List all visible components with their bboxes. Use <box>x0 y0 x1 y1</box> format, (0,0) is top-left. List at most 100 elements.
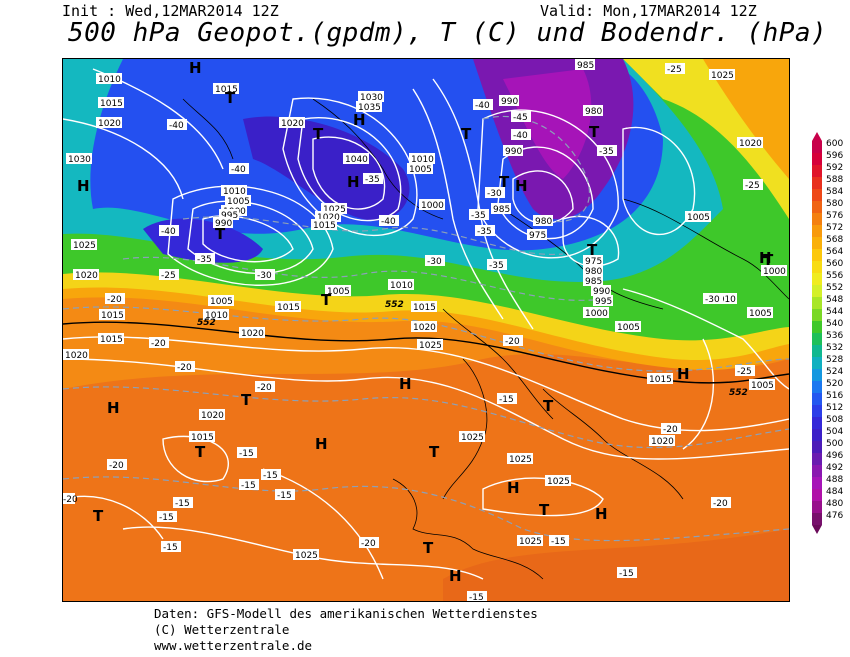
svg-text:1020: 1020 <box>317 213 340 223</box>
high-marker: H <box>107 399 120 417</box>
weather-map[interactable]: 1010 1015 1020 1030 1025 1020 1005 1010 … <box>62 58 790 602</box>
svg-text:-15: -15 <box>499 395 514 405</box>
pressure-label-1025c: 1025 <box>321 203 347 215</box>
svg-text:1025: 1025 <box>323 205 346 215</box>
svg-text:980: 980 <box>585 267 602 277</box>
svg-text:-20: -20 <box>109 461 124 471</box>
svg-text:1025: 1025 <box>547 477 570 487</box>
svg-text:990: 990 <box>215 219 232 229</box>
legend-swatch <box>812 285 822 297</box>
svg-text:975: 975 <box>529 231 546 241</box>
high-marker: H <box>515 177 528 195</box>
svg-text:-30: -30 <box>705 295 720 305</box>
legend-label: 532 <box>826 343 844 353</box>
svg-text:-35: -35 <box>365 175 380 185</box>
legend-swatch <box>812 153 822 165</box>
svg-text:-40: -40 <box>381 217 396 227</box>
svg-text:1030: 1030 <box>68 155 91 165</box>
pressure-label-1015: 1015 <box>98 97 124 109</box>
temp-label-35e: -35 <box>475 225 495 237</box>
svg-text:-20: -20 <box>63 495 78 505</box>
legend-swatch <box>812 333 822 345</box>
pressure-label-1015i: 1015 <box>189 431 215 443</box>
legend-swatch <box>812 141 822 153</box>
pressure-label-975b: 975 <box>583 255 603 267</box>
svg-text:-20: -20 <box>505 337 520 347</box>
low-marker: T <box>539 501 550 519</box>
high-marker: H <box>507 479 520 497</box>
svg-text:985: 985 <box>577 61 594 71</box>
pressure-label-1025e: 1025 <box>459 431 485 443</box>
legend-swatch <box>812 309 822 321</box>
svg-text:-35: -35 <box>477 227 492 237</box>
pressure-label-1020d: 1020 <box>239 327 265 339</box>
svg-text:-35: -35 <box>599 147 614 157</box>
map-title: 500 hPa Geopot.(gpdm), T (C) und Bodendr… <box>68 18 828 48</box>
temp-label-40f: -40 <box>511 129 531 141</box>
svg-text:1020: 1020 <box>98 119 121 129</box>
legend-label: 516 <box>826 391 844 401</box>
temp-label-40: -40 <box>167 119 187 131</box>
temp-label-15d: -15 <box>275 489 295 501</box>
svg-text:1020: 1020 <box>651 437 674 447</box>
high-marker: H <box>759 249 772 267</box>
temp-label-25b: -25 <box>665 63 685 75</box>
pressure-label-980: 980 <box>583 105 603 117</box>
legend-label: 568 <box>826 235 844 245</box>
pressure-label-1025: 1025 <box>71 239 97 251</box>
svg-text:980: 980 <box>535 217 552 227</box>
legend-swatch <box>812 393 822 405</box>
legend-swatch <box>812 369 822 381</box>
pressure-label-1035: 1035 <box>356 101 382 113</box>
svg-text:1035: 1035 <box>358 103 381 113</box>
svg-text:-20: -20 <box>151 339 166 349</box>
svg-text:1015: 1015 <box>100 335 123 345</box>
legend-swatch <box>812 381 822 393</box>
pressure-label-1005: 1005 <box>208 295 234 307</box>
svg-text:1015: 1015 <box>649 375 672 385</box>
high-marker: H <box>399 375 412 393</box>
svg-text:-15: -15 <box>175 499 190 509</box>
credits: Daten: GFS-Modell des amerikanischen Wet… <box>154 606 538 654</box>
svg-text:1005: 1005 <box>227 197 250 207</box>
pressure-label-1025h: 1025 <box>517 535 543 547</box>
legend-label: 560 <box>826 259 844 269</box>
svg-text:-15: -15 <box>163 543 178 553</box>
legend-swatch <box>812 213 822 225</box>
pressure-label-1015b: 1015 <box>99 309 125 321</box>
pressure-label-1010f: 1010 <box>711 293 737 305</box>
legend-label: 496 <box>826 451 844 461</box>
credits-url[interactable]: www.wetterzentrale.de <box>154 638 313 653</box>
legend-swatch <box>812 513 822 525</box>
pressure-label-1025g: 1025 <box>545 475 571 487</box>
pressure-label-1000d: 1000 <box>761 265 787 277</box>
legend-swatch <box>812 429 822 441</box>
svg-text:990: 990 <box>501 97 518 107</box>
svg-text:-30: -30 <box>257 271 272 281</box>
svg-text:1020: 1020 <box>281 119 304 129</box>
legend-label: 544 <box>826 307 844 317</box>
pressure-label-1015g: 1015 <box>311 219 337 231</box>
svg-text:-20: -20 <box>713 499 728 509</box>
legend-label: 576 <box>826 211 844 221</box>
pressure-label-985b: 985 <box>491 203 511 215</box>
svg-text:-15: -15 <box>239 449 254 459</box>
legend-label: 552 <box>826 283 844 293</box>
svg-text:1010: 1010 <box>223 187 246 197</box>
legend-swatch <box>812 297 822 309</box>
legend-swatch <box>812 261 822 273</box>
pressure-label-1040: 1040 <box>343 153 369 165</box>
svg-text:1005: 1005 <box>751 381 774 391</box>
pressure-label-1005f: 1005 <box>685 211 711 223</box>
legend-swatch <box>812 345 822 357</box>
pressure-label-1010c: 1010 <box>388 279 414 291</box>
svg-text:-15: -15 <box>469 593 484 601</box>
legend-swatch <box>812 201 822 213</box>
legend-label: 524 <box>826 367 844 377</box>
pressure-label-1025f: 1025 <box>507 453 533 465</box>
temp-label-15b: -15 <box>261 469 281 481</box>
high-marker: H <box>353 111 366 129</box>
legend-arrow-up-icon <box>812 132 822 141</box>
credits-source: Daten: GFS-Modell des amerikanischen Wet… <box>154 606 538 621</box>
legend-swatch <box>812 249 822 261</box>
